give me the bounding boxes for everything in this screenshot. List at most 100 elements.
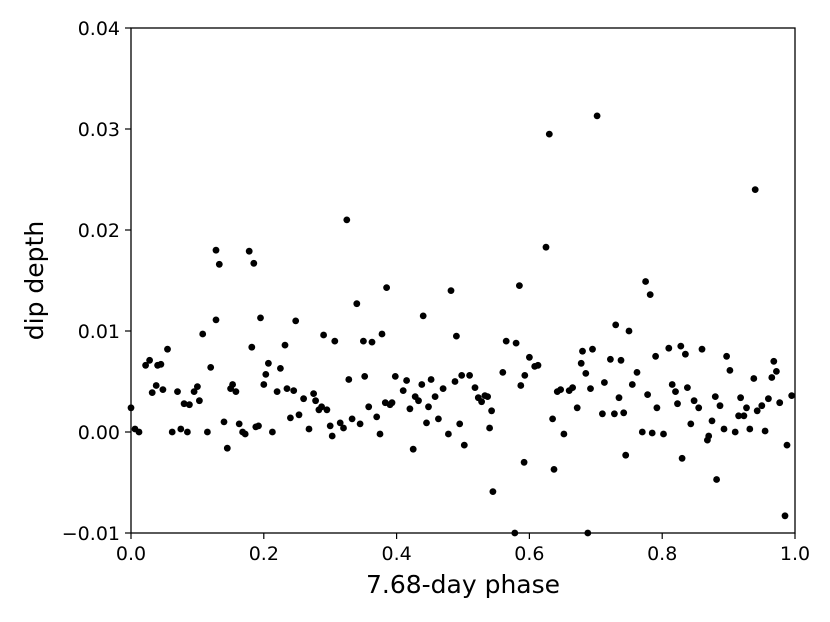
x-tick-label: 0.2 (249, 543, 279, 565)
data-point (447, 287, 455, 294)
data-point (534, 361, 542, 369)
data-point (277, 365, 284, 372)
data-point (638, 428, 646, 436)
data-point (705, 432, 713, 440)
data-point (617, 356, 625, 364)
data-point (250, 259, 258, 267)
data-point (607, 355, 614, 363)
data-point (560, 430, 568, 438)
y-tick-label: 0.00 (78, 422, 120, 444)
data-point (207, 364, 215, 371)
data-point (484, 393, 491, 400)
data-point (743, 404, 750, 412)
data-point (660, 430, 667, 438)
data-point (678, 454, 686, 462)
data-point (781, 512, 789, 520)
data-point (135, 428, 143, 436)
data-point (737, 394, 744, 402)
data-point (620, 409, 628, 417)
data-point (488, 407, 495, 415)
data-point (520, 458, 528, 466)
data-point (735, 412, 742, 420)
data-point (677, 342, 685, 350)
data-point (196, 397, 203, 405)
data-point (305, 425, 313, 433)
data-point (445, 430, 452, 438)
data-point (348, 415, 356, 423)
data-point (403, 377, 410, 384)
data-point (653, 404, 661, 412)
data-point (451, 378, 459, 385)
data-point (740, 412, 748, 420)
data-point (262, 371, 270, 378)
x-tick-label: 0.6 (514, 543, 544, 565)
data-point (579, 347, 586, 355)
data-point (190, 388, 198, 395)
data-point (383, 284, 390, 291)
data-point (611, 410, 618, 418)
data-point (378, 330, 386, 338)
data-point (399, 387, 407, 394)
data-point (418, 381, 426, 388)
data-point (360, 337, 367, 345)
data-point (646, 291, 654, 298)
data-point (550, 466, 558, 473)
data-point (184, 428, 191, 436)
data-point (695, 404, 703, 412)
data-point (157, 360, 165, 368)
data-point (665, 344, 673, 352)
y-tick-label: 0.03 (78, 119, 120, 141)
y-tick-label: 0.02 (78, 220, 120, 242)
data-point (521, 372, 529, 379)
data-point (142, 361, 150, 369)
data-point (589, 345, 596, 353)
data-point (328, 432, 336, 440)
data-point (312, 397, 319, 405)
data-point (711, 393, 719, 400)
plot-area-frame (130, 27, 796, 534)
data-point (753, 407, 761, 415)
data-point (287, 414, 294, 422)
data-point (720, 425, 728, 433)
data-point (549, 415, 556, 423)
data-point (542, 243, 550, 251)
data-point (415, 397, 422, 405)
data-point (345, 376, 353, 383)
data-point (486, 424, 493, 432)
x-axis-ticks: 0.0 0.2 0.4 0.6 0.8 1.0 (116, 533, 810, 565)
data-point (458, 372, 466, 379)
data-point (152, 382, 160, 389)
data-point (215, 260, 223, 268)
data-point (478, 398, 485, 406)
data-point (194, 383, 201, 390)
data-point (471, 384, 479, 391)
data-point (290, 387, 298, 394)
data-point (248, 343, 256, 351)
data-point (439, 385, 447, 392)
data-point (466, 372, 473, 379)
data-point (180, 400, 188, 408)
data-point (168, 428, 176, 436)
data-point (159, 386, 167, 393)
data-point (751, 186, 759, 194)
data-point (625, 327, 633, 335)
data-point (340, 424, 347, 432)
data-point (368, 338, 376, 346)
y-tick-label: 0.01 (78, 321, 120, 343)
data-point (423, 419, 430, 427)
data-point (668, 381, 676, 388)
data-point (456, 420, 464, 428)
data-point (431, 393, 439, 400)
data-point (269, 428, 276, 436)
data-point (628, 381, 636, 388)
data-points (127, 112, 796, 537)
data-point (232, 388, 240, 395)
y-axis-label: dip depth (20, 221, 49, 340)
data-point (235, 420, 243, 428)
data-point (409, 445, 417, 453)
data-point (648, 429, 656, 437)
data-point (499, 369, 507, 376)
data-point (758, 402, 766, 410)
data-point (323, 406, 331, 414)
